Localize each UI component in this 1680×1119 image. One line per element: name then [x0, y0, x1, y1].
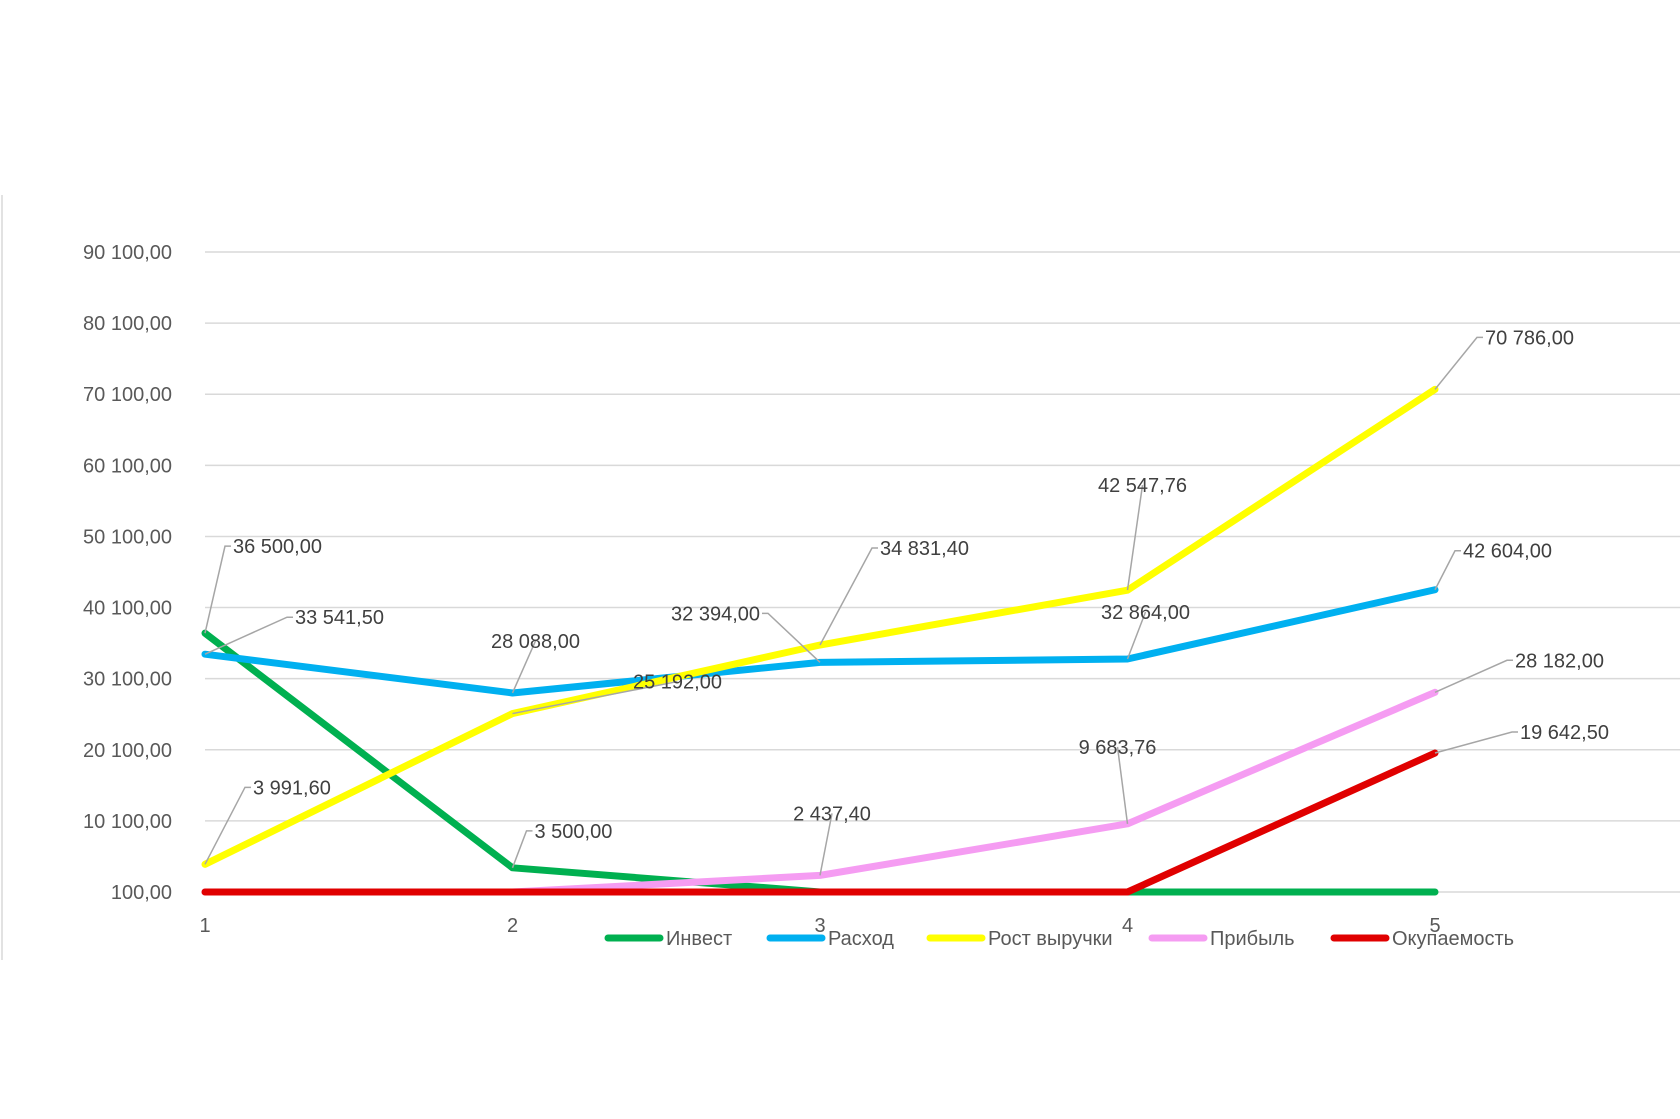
data-label-leader	[204, 786, 251, 865]
y-tick-label: 80 100,00	[83, 313, 172, 335]
legend-label: Инвест	[666, 928, 732, 950]
data-label-leader	[1434, 549, 1461, 591]
data-label-leader	[1434, 731, 1518, 754]
y-tick-label: 40 100,00	[83, 598, 172, 620]
data-label-leader	[1126, 485, 1144, 591]
data-label: 32 394,00	[671, 603, 760, 625]
legend-item: Прибыль	[1148, 928, 1295, 950]
legend-item: Рост выручки	[926, 928, 1113, 950]
data-label: 70 786,00	[1485, 327, 1574, 349]
data-label-leader	[1434, 336, 1483, 390]
y-tick-label: 90 100,00	[83, 242, 172, 264]
legend-label: Прибыль	[1210, 928, 1295, 950]
data-label: 42 547,76	[1098, 475, 1187, 497]
data-label-leader	[1126, 611, 1147, 660]
data-label-leader	[819, 547, 878, 646]
data-label-leader	[511, 830, 533, 869]
data-label-leader	[511, 640, 537, 694]
x-tick-label: 4	[1122, 915, 1133, 937]
data-label: 33 541,50	[295, 607, 384, 629]
y-tick-label: 100,00	[111, 882, 172, 904]
y-tick-label: 30 100,00	[83, 669, 172, 691]
legend: Инвест Расход Рост выручки Прибыль Окупаемос…	[604, 928, 1514, 950]
x-tick-label: 2	[507, 915, 518, 937]
data-label: 3 500,00	[535, 821, 613, 843]
data-label-leader	[204, 545, 231, 634]
data-label: 28 088,00	[491, 631, 580, 653]
data-label-leader	[204, 616, 293, 655]
y-tick-label: 60 100,00	[83, 455, 172, 477]
data-label: 32 864,00	[1101, 602, 1190, 624]
legend-label: Рост выручки	[988, 928, 1113, 950]
data-label: 9 683,76	[1079, 737, 1157, 759]
legend-label: Окупаемость	[1392, 928, 1514, 950]
data-label: 28 182,00	[1515, 650, 1604, 672]
data-label: 25 192,00	[633, 672, 722, 694]
data-label-leader	[512, 680, 678, 715]
data-label: 42 604,00	[1463, 541, 1552, 563]
legend-item: Окупаемость	[1330, 928, 1514, 950]
y-tick-label: 50 100,00	[83, 526, 172, 548]
data-label-leader	[1434, 659, 1513, 693]
data-label: 2 437,40	[793, 803, 871, 825]
data-label-leader	[1116, 746, 1129, 824]
data-label: 19 642,50	[1520, 722, 1609, 744]
series-line-4	[201, 749, 1439, 896]
x-tick-label: 3	[814, 915, 825, 937]
y-tick-label: 70 100,00	[83, 384, 172, 406]
x-tick-label: 5	[1429, 915, 1440, 937]
data-label: 3 991,60	[253, 777, 331, 799]
legend-item: Инвест	[604, 928, 732, 950]
data-label: 36 500,00	[233, 536, 322, 558]
legend-item: Расход	[766, 928, 894, 950]
data-label-leader	[762, 612, 821, 663]
data-labels: 36 500,00 3 500,00 33 541,50 28 088,00 32 39…	[204, 327, 1609, 876]
y-axis-tick-labels: 100,00 10 100,00 20 100,00 30 100,00 40 100,…	[83, 242, 172, 904]
legend-label: Расход	[828, 928, 894, 950]
data-label-leader	[819, 813, 833, 876]
y-tick-label: 20 100,00	[83, 740, 172, 762]
x-tick-label: 1	[199, 915, 210, 937]
y-tick-label: 10 100,00	[83, 811, 172, 833]
x-axis-tick-labels: 1 2 3 4 5	[199, 915, 1440, 937]
data-label: 34 831,40	[880, 538, 969, 560]
